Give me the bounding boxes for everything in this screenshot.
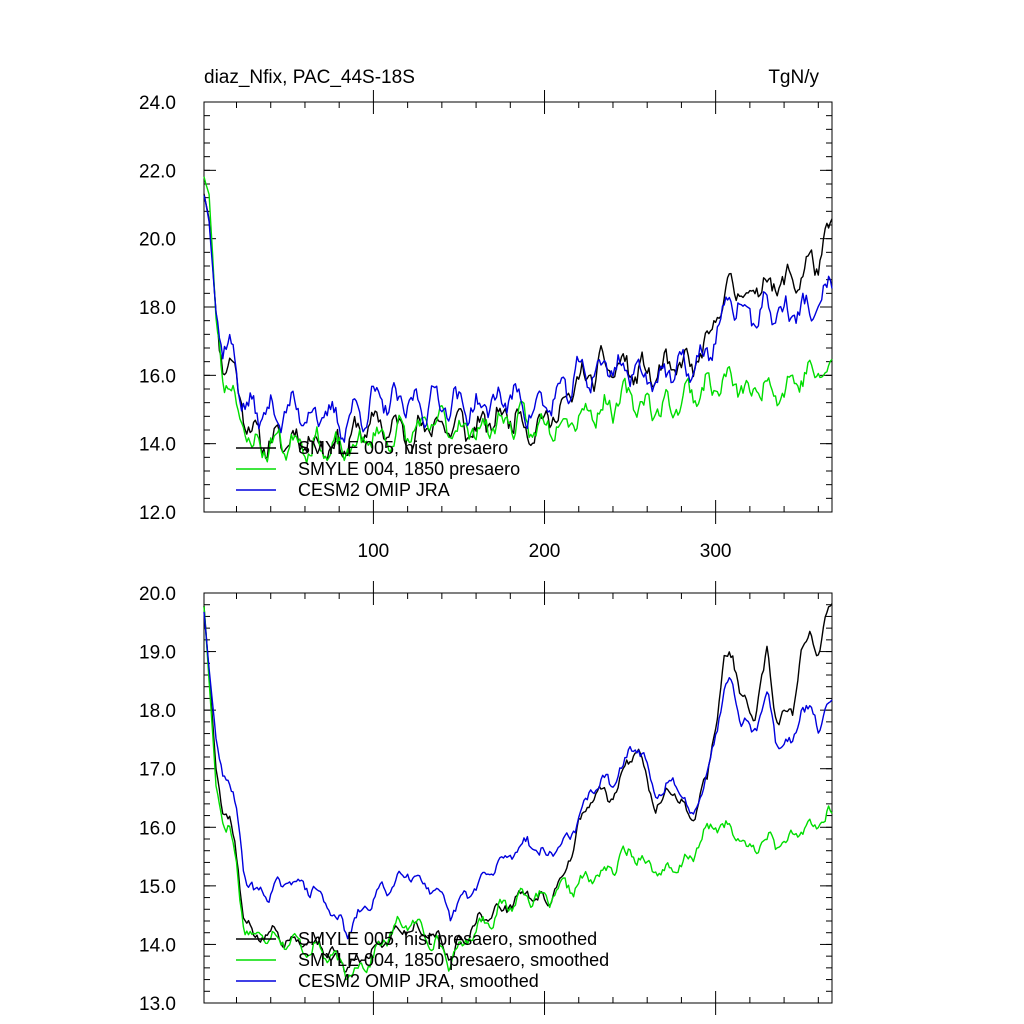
y-tick-label: 20.0 <box>139 230 176 251</box>
y-tick-label: 12.0 <box>139 503 176 524</box>
x-tick-label: 200 <box>529 541 561 562</box>
series-line-3 <box>203 195 833 443</box>
top-chart-title: diaz_Nfix, PAC_44S-18S <box>204 67 415 88</box>
y-tick-label: 24.0 <box>139 93 176 114</box>
legend-label-3: CESM2 OMIP JRA, smoothed <box>298 971 539 991</box>
top-axes: 12.0 14.0 16.0 18.0 20.0 22.0 24.0 100 200 300 <box>139 90 832 562</box>
bottom-series-group <box>203 603 833 981</box>
bottom-legend: SMYLE 005, hist presaero, smoothedSMYLE … <box>236 929 609 991</box>
series-line-2 <box>203 176 833 464</box>
series-line-1 <box>203 603 833 973</box>
bottom-axes: 13.0 14.0 15.0 16.0 17.0 18.0 19.0 20.0 <box>139 581 832 1015</box>
x-tick-label: 300 <box>700 541 732 562</box>
series-line-3 <box>203 611 833 940</box>
top-series-group <box>203 176 833 464</box>
y-tick-label: 19.0 <box>139 643 176 664</box>
bottom-plot-frame <box>203 592 833 1004</box>
y-tick-label: 16.0 <box>139 366 176 387</box>
y-tick-label: 14.0 <box>139 935 176 956</box>
top-chart-units: TgN/y <box>768 67 819 88</box>
legend-label-3: CESM2 OMIP JRA <box>298 480 450 500</box>
y-tick-label: 22.0 <box>139 161 176 182</box>
y-tick-label: 16.0 <box>139 818 176 839</box>
y-tick-label: 14.0 <box>139 435 176 456</box>
legend-label-2: SMYLE 004, 1850 presaero, smoothed <box>298 950 609 970</box>
y-tick-label: 17.0 <box>139 760 176 781</box>
legend-label-2: SMYLE 004, 1850 presaero <box>298 459 520 479</box>
y-tick-label: 18.0 <box>139 298 176 319</box>
x-tick-label: 100 <box>358 541 390 562</box>
legend-label-1: SMYLE 005, hist presaero, smoothed <box>298 929 597 949</box>
legend-label-1: SMYLE 005, hist presaero <box>298 438 508 458</box>
y-tick-label: 18.0 <box>139 701 176 722</box>
series-line-2 <box>203 606 833 981</box>
y-tick-label: 15.0 <box>139 877 176 898</box>
y-tick-label: 20.0 <box>139 584 176 605</box>
y-tick-label: 13.0 <box>139 994 176 1015</box>
series-line-1 <box>203 193 833 461</box>
